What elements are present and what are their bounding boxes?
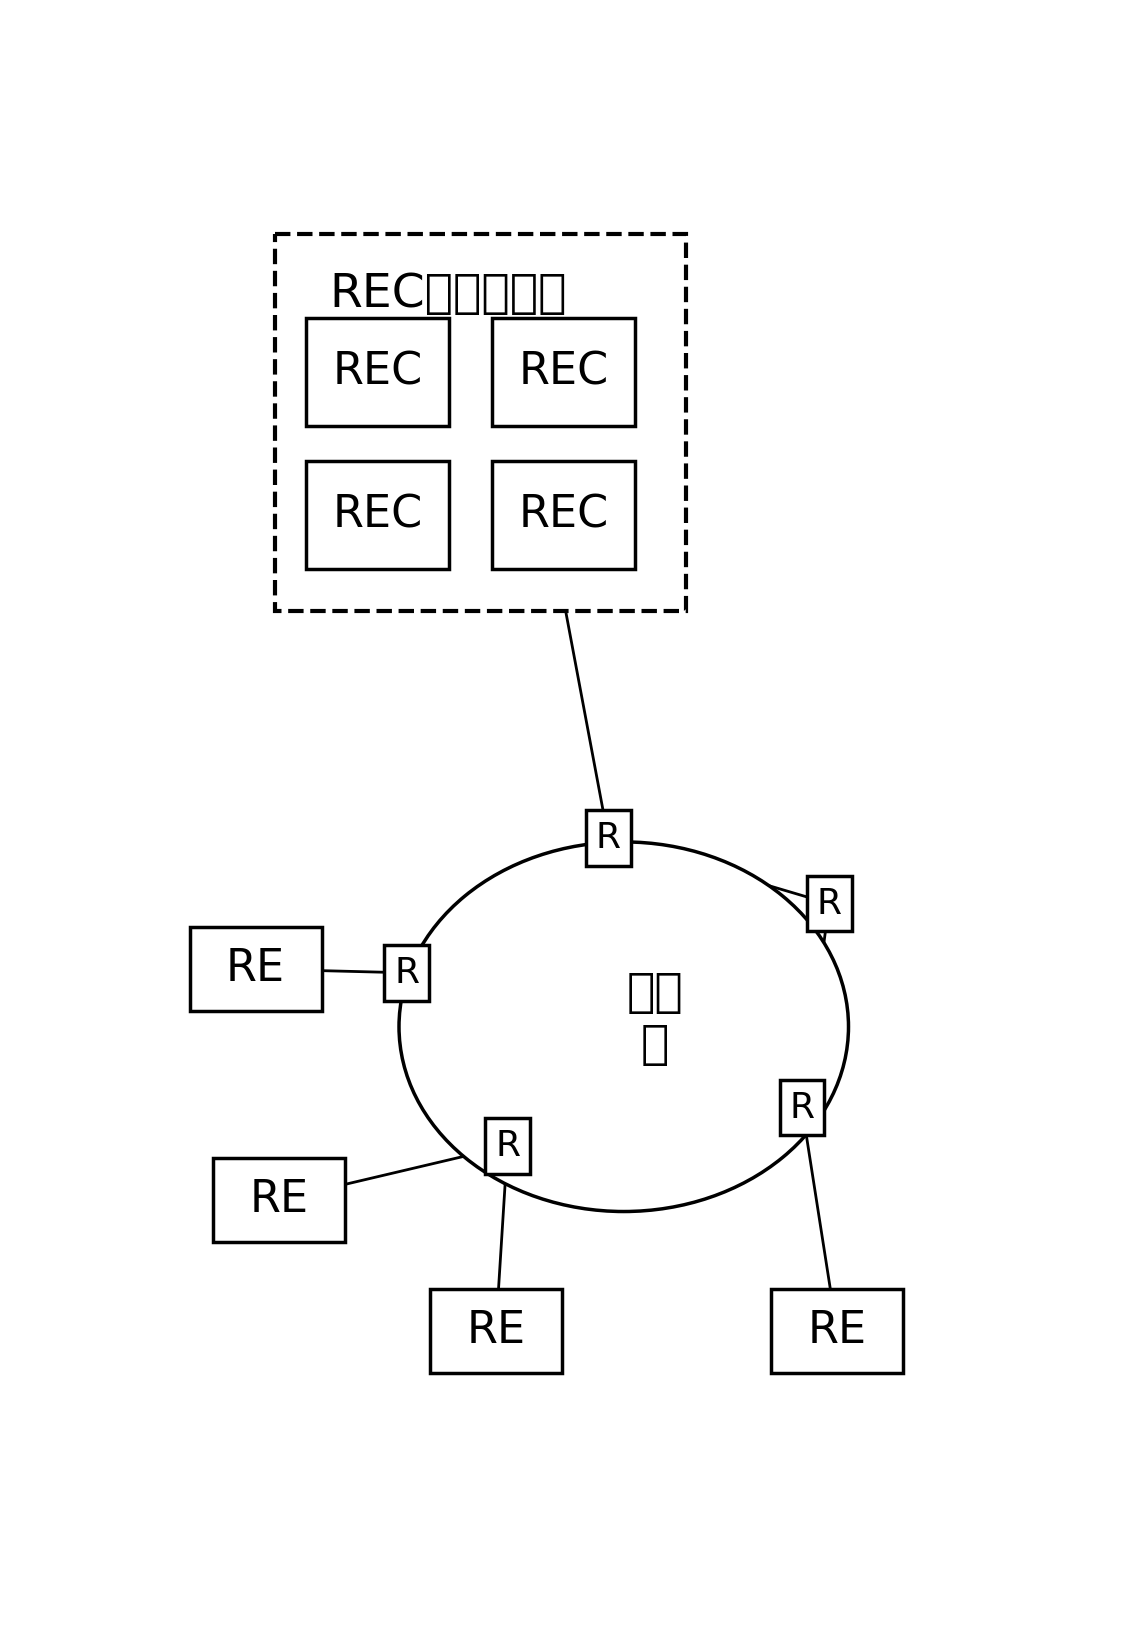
Bar	[492, 460, 635, 569]
Bar	[430, 1288, 562, 1374]
Text: RE: RE	[466, 1309, 525, 1353]
Text: REC: REC	[518, 351, 609, 393]
Text: RE: RE	[226, 948, 285, 990]
Bar	[485, 1119, 529, 1174]
Bar	[771, 1288, 903, 1374]
Text: R: R	[596, 821, 621, 855]
Bar	[213, 1158, 345, 1242]
Text: RE: RE	[807, 1309, 866, 1353]
Text: R: R	[817, 886, 841, 920]
Bar	[306, 460, 449, 569]
Bar	[807, 876, 851, 932]
Bar	[586, 810, 630, 865]
Bar	[492, 319, 635, 426]
Bar	[275, 234, 685, 611]
Bar	[779, 1080, 824, 1135]
Bar	[190, 927, 322, 1011]
Text: REC集中放置区: REC集中放置区	[329, 272, 567, 317]
Text: R: R	[495, 1128, 520, 1163]
Text: R: R	[790, 1091, 815, 1125]
Text: R: R	[394, 956, 419, 990]
Bar	[384, 945, 430, 1000]
Text: 接入
层: 接入 层	[627, 971, 683, 1068]
Ellipse shape	[399, 842, 848, 1211]
Text: RE: RE	[250, 1179, 308, 1221]
Text: REC: REC	[332, 351, 423, 393]
Bar	[306, 319, 449, 426]
Text: REC: REC	[518, 493, 609, 537]
Text: REC: REC	[332, 493, 423, 537]
